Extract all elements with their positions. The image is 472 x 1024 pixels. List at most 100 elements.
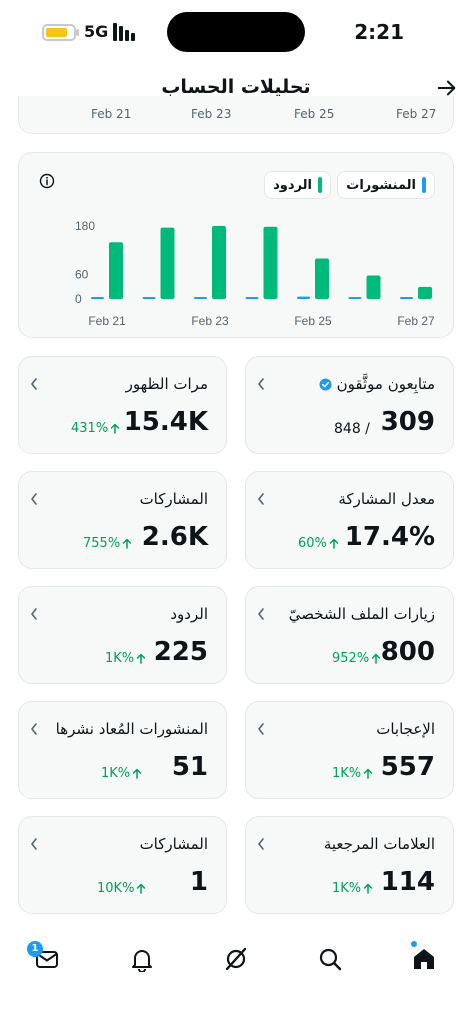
metric-value: 557 — [380, 752, 435, 782]
arrow-up-icon — [137, 883, 146, 894]
metric-card[interactable]: متابِعون موثَّقون 309 848 / — [245, 356, 454, 454]
home-icon[interactable] — [411, 946, 437, 972]
bar-replies — [109, 242, 123, 299]
metric-change: 1K% — [105, 651, 146, 666]
bar-posts — [194, 297, 207, 299]
metric-title-label: المنشورات المُعاد نشرها — [55, 720, 208, 738]
metric-value: 1 — [189, 867, 208, 897]
bar-posts — [91, 297, 104, 299]
bar-replies — [366, 275, 381, 299]
metric-change-value: 1K% — [101, 766, 131, 781]
info-icon[interactable] — [39, 173, 55, 189]
grok-icon[interactable] — [223, 946, 249, 972]
search-icon[interactable] — [317, 946, 343, 972]
metric-value: 225 — [153, 637, 208, 667]
x-tick-label: Feb 23 — [191, 314, 229, 328]
verified-badge-icon — [319, 377, 332, 391]
mail-badge: 1 — [27, 941, 43, 957]
chevron-left-icon — [258, 723, 264, 735]
metric-card[interactable]: العلامات المرجعية 114 1K% — [245, 816, 454, 914]
metric-title-label: المشاركات — [139, 490, 208, 508]
metric-title: متابِعون موثَّقون — [319, 375, 435, 393]
battery-cap — [76, 29, 79, 36]
metric-value: 2.6K — [141, 522, 208, 552]
metric-change-value: 1K% — [332, 766, 362, 781]
y-tick-label: 180 — [75, 219, 95, 233]
bar-posts — [245, 296, 259, 299]
metric-title-label: العلامات المرجعية — [323, 835, 435, 853]
metric-change: 1K% — [101, 766, 142, 781]
metric-title-label: معدل المشاركة — [338, 490, 435, 508]
x-tick-label: Feb 25 — [294, 107, 335, 121]
metric-card[interactable]: الردود 225 1K% — [18, 586, 227, 684]
metric-title: المنشورات المُعاد نشرها — [56, 720, 208, 738]
metric-change: 431% — [71, 421, 120, 436]
battery-icon — [42, 24, 76, 41]
chevron-left-icon — [258, 493, 264, 505]
signal-icon — [113, 23, 139, 41]
metric-title: العلامات المرجعية — [324, 835, 435, 853]
metric-card[interactable]: المشاركات 1 10K% — [18, 816, 227, 914]
metric-change-value: 952% — [332, 651, 370, 666]
metric-card[interactable]: معدل المشاركة 17.4% 60% — [245, 471, 454, 569]
mail-icon[interactable] — [34, 946, 60, 972]
bar-replies — [315, 258, 329, 299]
metric-change-value: 1K% — [105, 651, 135, 666]
y-tick-label: 60 — [75, 268, 89, 282]
metric-change-value: 1K% — [332, 881, 362, 896]
metric-card[interactable]: مرات الظهور 15.4K 431% — [18, 356, 227, 454]
posts-replies-chart-card: المنشورات الردود 180 60 0 Feb 21 Feb 23 Feb 2… — [18, 152, 454, 338]
chevron-left-icon — [258, 838, 264, 850]
bar-replies — [160, 227, 175, 299]
metric-title: مرات الظهور — [126, 375, 208, 393]
legend-swatch-replies — [318, 177, 322, 193]
arrow-up-icon — [363, 883, 373, 894]
legend-replies[interactable]: الردود — [264, 171, 331, 199]
metric-change: 60% — [298, 536, 339, 551]
network-label: 5G — [84, 22, 109, 41]
arrow-up-icon — [110, 423, 120, 434]
metric-change-value: 431% — [71, 421, 109, 436]
bell-icon[interactable] — [129, 946, 155, 972]
arrow-up-icon — [122, 538, 132, 549]
x-tick-label: Feb 23 — [191, 107, 232, 121]
metric-title: المشاركات — [140, 490, 208, 508]
metric-card[interactable]: زيارات الملف الشخصيّ 800 952% — [245, 586, 454, 684]
metric-title: الإعجابات — [376, 720, 435, 738]
bar-posts — [348, 297, 362, 299]
arrow-up-icon — [136, 653, 146, 664]
bottom-nav — [0, 930, 472, 990]
arrow-right-icon[interactable] — [436, 77, 458, 99]
x-tick-label: Feb 25 — [294, 314, 332, 328]
metric-title: زيارات الملف الشخصيّ — [289, 605, 435, 623]
metric-change: 10K% — [97, 881, 146, 896]
metric-title-label: متابِعون موثَّقون — [336, 375, 435, 393]
dynamic-island — [167, 12, 305, 52]
metric-change-value: 755% — [83, 536, 121, 551]
metric-value: 309 — [380, 407, 435, 437]
status-bar: 5G 2:21 — [0, 0, 472, 64]
metric-card[interactable]: المشاركات 2.6K 755% — [18, 471, 227, 569]
bar-replies — [418, 286, 432, 299]
metric-title: معدل المشاركة — [338, 490, 435, 508]
x-tick-label: Feb 21 — [91, 107, 132, 121]
chevron-left-icon — [31, 378, 37, 390]
metric-title-label: زيارات الملف الشخصيّ — [288, 605, 435, 623]
metric-card[interactable]: المنشورات المُعاد نشرها 51 1K% — [18, 701, 227, 799]
legend-swatch-posts — [422, 177, 426, 193]
legend-posts[interactable]: المنشورات — [337, 171, 435, 199]
chevron-left-icon — [31, 608, 37, 620]
metric-title-label: المشاركات — [139, 835, 208, 853]
arrow-up-icon — [363, 768, 373, 779]
metric-card[interactable]: الإعجابات 557 1K% — [245, 701, 454, 799]
metric-change: 1K% — [332, 766, 373, 781]
bar-posts — [297, 296, 310, 299]
metric-value: 51 — [171, 752, 208, 782]
metric-change: 952% — [332, 651, 381, 666]
x-tick-label: Feb 27 — [397, 314, 435, 328]
metric-change: 1K% — [332, 881, 373, 896]
page-title: تحليلات الحساب — [161, 76, 311, 98]
chevron-left-icon — [31, 493, 37, 505]
metric-change-value: 10K% — [97, 881, 135, 896]
bar-replies — [263, 226, 278, 299]
